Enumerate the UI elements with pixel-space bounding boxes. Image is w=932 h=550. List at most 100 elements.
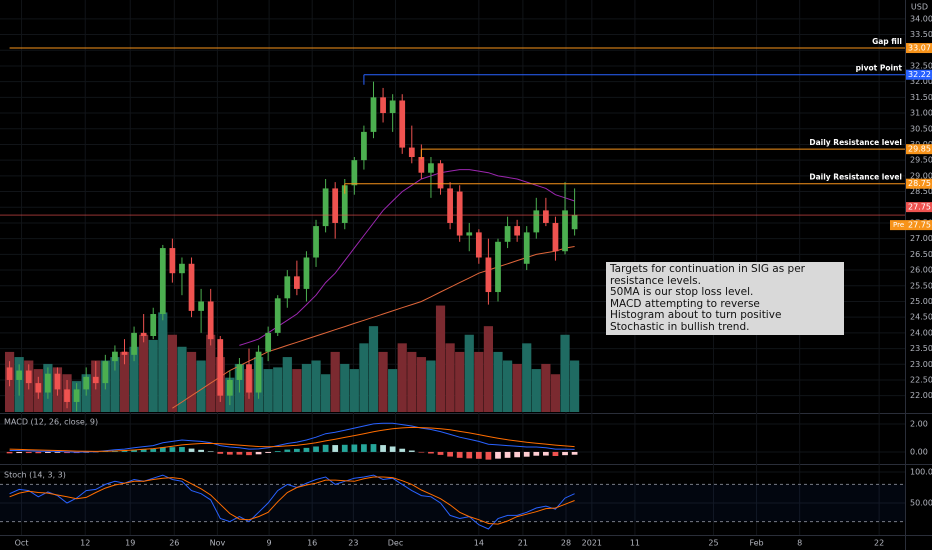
macd-histogram-bar (418, 451, 425, 453)
macd-histogram-bar (45, 451, 51, 453)
y-tick-label: 29.00 (910, 171, 932, 180)
volume-bar (340, 363, 350, 412)
candle-body (198, 301, 204, 311)
macd-histogram-bar (408, 450, 415, 452)
premarket-value: 27.75 (908, 221, 931, 230)
candle-body (284, 276, 291, 299)
ind-layer (0, 422, 905, 530)
candle-body (303, 257, 310, 289)
macd-histogram-bar (265, 451, 272, 453)
y-tick-label: 34.00 (910, 14, 932, 23)
volume-bar (158, 312, 168, 412)
candle-body (552, 222, 559, 252)
last-price-value: 27.75 (908, 203, 931, 212)
volume-bar (148, 339, 158, 412)
macd-histogram-bar (169, 447, 176, 452)
candle-body (226, 379, 233, 396)
volume-bar (550, 374, 561, 412)
macd-histogram-bar (428, 451, 434, 454)
macd-histogram-bar (332, 445, 339, 452)
candle-body (418, 157, 425, 173)
candle-body (475, 232, 482, 258)
y-tick-label: 0.00 (910, 447, 928, 456)
macd-histogram-bar (485, 451, 492, 460)
volume-bar (186, 351, 197, 412)
candle-body (6, 367, 13, 380)
level-name: Daily Resistance level (809, 173, 902, 182)
candle-body (562, 210, 568, 252)
y-tick-label: 33.50 (910, 30, 932, 39)
candle-body (370, 97, 377, 132)
x-tick-label: 25 (708, 539, 718, 548)
macd-histogram-bar (150, 449, 157, 452)
candle-body (341, 185, 348, 223)
candle-body (16, 370, 23, 380)
x-tick-label: 22 (874, 539, 884, 548)
macd-histogram-bar (514, 451, 521, 458)
candle-body (45, 373, 51, 393)
y-tick-label: 25.50 (910, 281, 932, 290)
macd-histogram-bar (466, 451, 473, 459)
macd-histogram-bar (533, 451, 540, 456)
candle-body (246, 364, 252, 393)
macd-histogram-bar (341, 444, 348, 452)
x-tick-label: 28 (561, 539, 571, 548)
price-layer (0, 47, 905, 412)
candle-body (131, 332, 137, 355)
stoch-band (0, 484, 905, 522)
candle-body (571, 215, 578, 230)
volume-bar (359, 343, 369, 412)
volume-bar (273, 367, 283, 412)
volume-bar (177, 346, 187, 412)
y-tick-label: 32.50 (910, 61, 932, 70)
macd-histogram-bar (226, 451, 233, 455)
y-tick-label: 26.50 (910, 250, 932, 259)
annotation-line: 50MA is our stop loss level. (610, 286, 754, 298)
candle-body (408, 147, 415, 158)
candle-body (54, 373, 61, 390)
macd-histogram-bar (313, 446, 319, 452)
macd-histogram-bar (504, 451, 511, 458)
volume-bar (426, 360, 436, 412)
annotation-line: MACD attempting to reverse (610, 297, 760, 310)
macd-histogram-bar (64, 451, 70, 454)
candle-body (83, 376, 90, 390)
candle-body (25, 370, 32, 384)
level-label-box (906, 144, 932, 155)
candle-body (389, 100, 396, 114)
macd-histogram-bar (552, 451, 559, 456)
annotation-line: Stochastic in bullish trend. (610, 320, 750, 333)
x-tick-label: Nov (210, 539, 226, 548)
y-tick-label: 23.50 (910, 344, 932, 353)
volume-bar (263, 369, 273, 412)
level-value: 29.85 (908, 145, 931, 154)
macd-histogram-bar (437, 451, 444, 455)
last-price-box (906, 202, 932, 213)
candle-body (428, 163, 434, 173)
volume-bar (292, 369, 302, 412)
macd-histogram-bar (294, 448, 300, 452)
macd-histogram-bar (571, 451, 578, 455)
macd-line (9, 422, 575, 453)
macd-histogram-bar (25, 451, 32, 454)
macd-histogram-bar (217, 451, 224, 454)
volume-bar (110, 357, 120, 412)
candle-body (399, 100, 406, 148)
volume-bar (321, 374, 331, 412)
macd-histogram-bar (322, 444, 329, 452)
macd-histogram-bar (35, 451, 42, 454)
volume-bar (416, 357, 426, 412)
candle-body (294, 276, 300, 289)
volume-bar (512, 363, 522, 412)
volume-bar (464, 334, 474, 412)
volume-bar (541, 363, 551, 412)
candle-body (543, 210, 549, 223)
level-name: pivot Point (856, 64, 903, 73)
volume-bar (445, 343, 455, 412)
y-tick-label: 31.50 (910, 93, 932, 102)
y-tick-label: 31.00 (910, 109, 932, 118)
x-tick-label: 26 (169, 539, 179, 548)
y-tick-label: 27.00 (910, 234, 932, 243)
macd-histogram-bar (399, 448, 406, 452)
stoch-d-line (9, 476, 575, 525)
